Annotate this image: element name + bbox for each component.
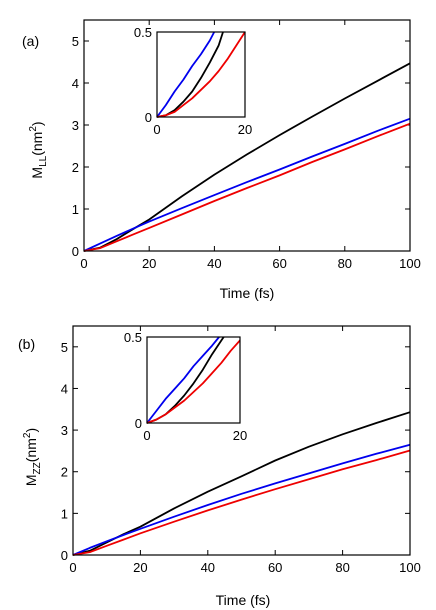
panel-b-inset-background: [147, 337, 240, 423]
panel-b-main-xtick-label-5: 100: [399, 560, 421, 575]
panel-b-main-plot-frame: [72, 325, 411, 556]
panel-b-inset-ytick-label-0: 0: [135, 416, 142, 431]
panel-a-inset-plot-frame: [156, 31, 246, 118]
panel-a-main-series-line-0: [83, 62, 411, 252]
panel-b-inset-xtick-label-1: 20: [233, 428, 247, 443]
panel-b-main-ytick-label-0: 0: [61, 548, 68, 563]
panel-b-inset-series-line-2: [146, 339, 241, 424]
panel-a-main-ytick-label-1: 1: [72, 202, 79, 217]
panel-b-main-xtick-label-0: 0: [69, 560, 76, 575]
panel-a-main-ytick-label-4: 4: [72, 76, 79, 91]
panel-b-inset-series-line-1: [146, 336, 220, 424]
panel-a-main-xtick-label-1: 20: [142, 256, 156, 271]
panel-a-inset-background: [157, 32, 245, 117]
panel-a-inset-series-line-1: [156, 31, 215, 118]
panel-b-main-series-line-2: [72, 449, 411, 556]
panel-b-main-ytick-label-4: 4: [61, 381, 68, 396]
panel-b-ylabel: MZZ(nm2): [22, 428, 43, 486]
panel-b-inset-xtick-label-0: 0: [143, 428, 150, 443]
panel-b-xlabel: Time (fs): [216, 592, 271, 608]
panel-a-xlabel: Time (fs): [220, 285, 275, 301]
panel-b-main-series-line-1: [72, 443, 411, 556]
panel-b-main-xtick-label-3: 60: [268, 560, 282, 575]
panel-a-main-xtick-label-2: 40: [207, 256, 221, 271]
panel-b-main-xtick-label-4: 80: [335, 560, 349, 575]
panel-a-main-series-line-1: [83, 117, 411, 252]
panel-b-main-ytick-label-2: 2: [61, 465, 68, 480]
panel-a-main-xtick-label-0: 0: [80, 256, 87, 271]
panel-a-inset-xtick-label-0: 0: [153, 122, 160, 137]
panel-a-main-xtick-label-5: 100: [399, 256, 421, 271]
panel-b-main-ytick-label-5: 5: [61, 340, 68, 355]
panel-a-main-series-line-2: [83, 122, 411, 252]
panel-b-main-ytick-label-3: 3: [61, 423, 68, 438]
panel-b-inset-plot-frame: [146, 336, 241, 424]
panel-a-main-xtick-label-3: 60: [272, 256, 286, 271]
panel-b-main-ytick-label-1: 1: [61, 506, 68, 521]
panel-a-inset-xtick-label-1: 20: [238, 122, 252, 137]
panel-b-main-xtick-label-2: 40: [201, 560, 215, 575]
panel-a-main-ytick-label-0: 0: [72, 244, 79, 259]
panel-b-main-xtick-label-1: 20: [133, 560, 147, 575]
panel-a-inset-ytick-label-1: 0.5: [134, 25, 152, 40]
panel-a-main-plot-frame: [83, 19, 411, 252]
panel-b-label: (b): [18, 336, 35, 352]
panel-a-main-xtick-label-4: 80: [338, 256, 352, 271]
panel-a-inset-series-line-2: [156, 31, 246, 118]
panel-a-main-ytick-label-5: 5: [72, 34, 79, 49]
panel-b-main-series-line-0: [72, 411, 411, 556]
panel-a-main-ytick-label-3: 3: [72, 118, 79, 133]
panel-a-main-ytick-label-2: 2: [72, 160, 79, 175]
panel-a-inset-ytick-label-0: 0: [145, 110, 152, 125]
panel-b-inset-ytick-label-1: 0.5: [124, 330, 142, 345]
panel-a-ylabel: MLL(nm2): [28, 121, 49, 178]
panel-a-label: (a): [22, 33, 39, 49]
